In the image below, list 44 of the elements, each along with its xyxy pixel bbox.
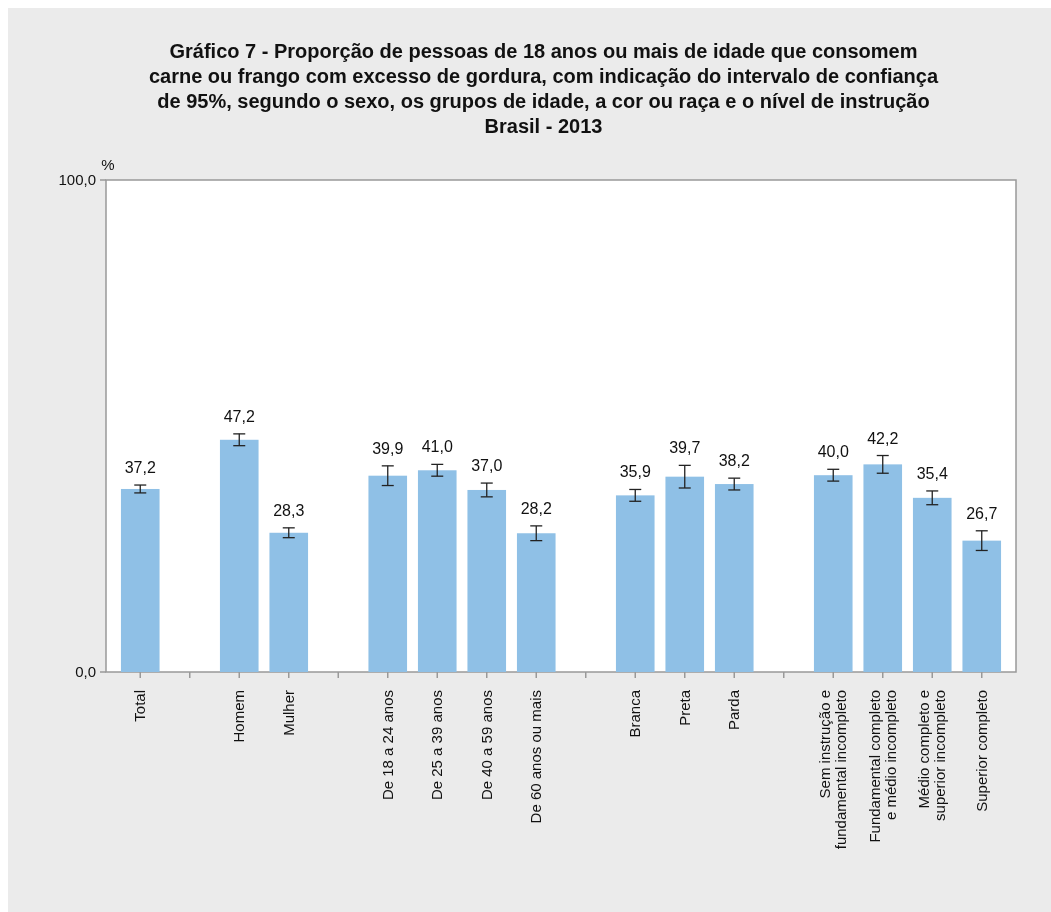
x-tick-label: Superior completo — [972, 690, 990, 812]
x-tick-label: De 60 anos ou mais — [527, 690, 545, 824]
data-label: 35,4 — [916, 464, 948, 482]
bar — [120, 488, 160, 672]
data-label: 39,9 — [372, 439, 404, 457]
data-label: 37,0 — [471, 457, 503, 475]
data-label: 39,7 — [669, 439, 701, 457]
y-tick-label: 100,0 — [58, 171, 96, 188]
data-label: 42,2 — [867, 429, 899, 447]
data-label: 47,2 — [223, 407, 255, 425]
bar — [467, 489, 507, 672]
data-label: 28,2 — [520, 499, 552, 517]
data-label: 38,2 — [718, 452, 750, 470]
data-label: 35,9 — [619, 463, 651, 481]
x-tick-label: Preta — [675, 689, 693, 726]
x-tick-label: Homem — [230, 690, 248, 743]
x-tick-label: De 25 a 39 anos — [428, 690, 446, 801]
data-label: 37,2 — [124, 459, 156, 477]
x-tick-label: De 18 a 24 anos — [378, 690, 396, 801]
bar — [962, 540, 1002, 672]
chart-title: Gráfico 7 - Proporção de pessoas de 18 anos ou mais de idade que consomem carne ou frango com excesso de gordura, com indicação do intervalo de confiança de 95%, segundo o sexo, os grupos de idade, a cor ou raça e o nível de instrução Brasil - 2013 — [148, 40, 939, 137]
bar — [615, 495, 655, 672]
x-tick-label: Total — [131, 690, 149, 722]
y-tick-label: 0,0 — [75, 663, 96, 680]
data-label: 28,3 — [273, 501, 305, 519]
bar — [368, 475, 408, 672]
x-tick-label: Mulher — [279, 690, 297, 736]
data-label: 26,7 — [966, 504, 998, 522]
bar — [863, 464, 903, 672]
bar — [813, 475, 853, 672]
data-label: 41,0 — [421, 438, 453, 456]
x-tick-label: De 40 a 59 anos — [477, 690, 495, 801]
data-label: 40,0 — [817, 443, 849, 461]
bar — [714, 484, 754, 672]
x-tick-label: Sem instrução e fundamental incompleto — [816, 690, 850, 850]
x-tick-label: Parda — [725, 689, 743, 731]
y-axis-title: % — [101, 156, 115, 173]
bar — [912, 497, 952, 672]
bar — [665, 476, 705, 672]
x-tick-label: Branca — [626, 689, 644, 738]
bar — [417, 470, 457, 672]
bar — [269, 532, 309, 672]
bar — [516, 533, 556, 672]
bar — [219, 439, 259, 672]
